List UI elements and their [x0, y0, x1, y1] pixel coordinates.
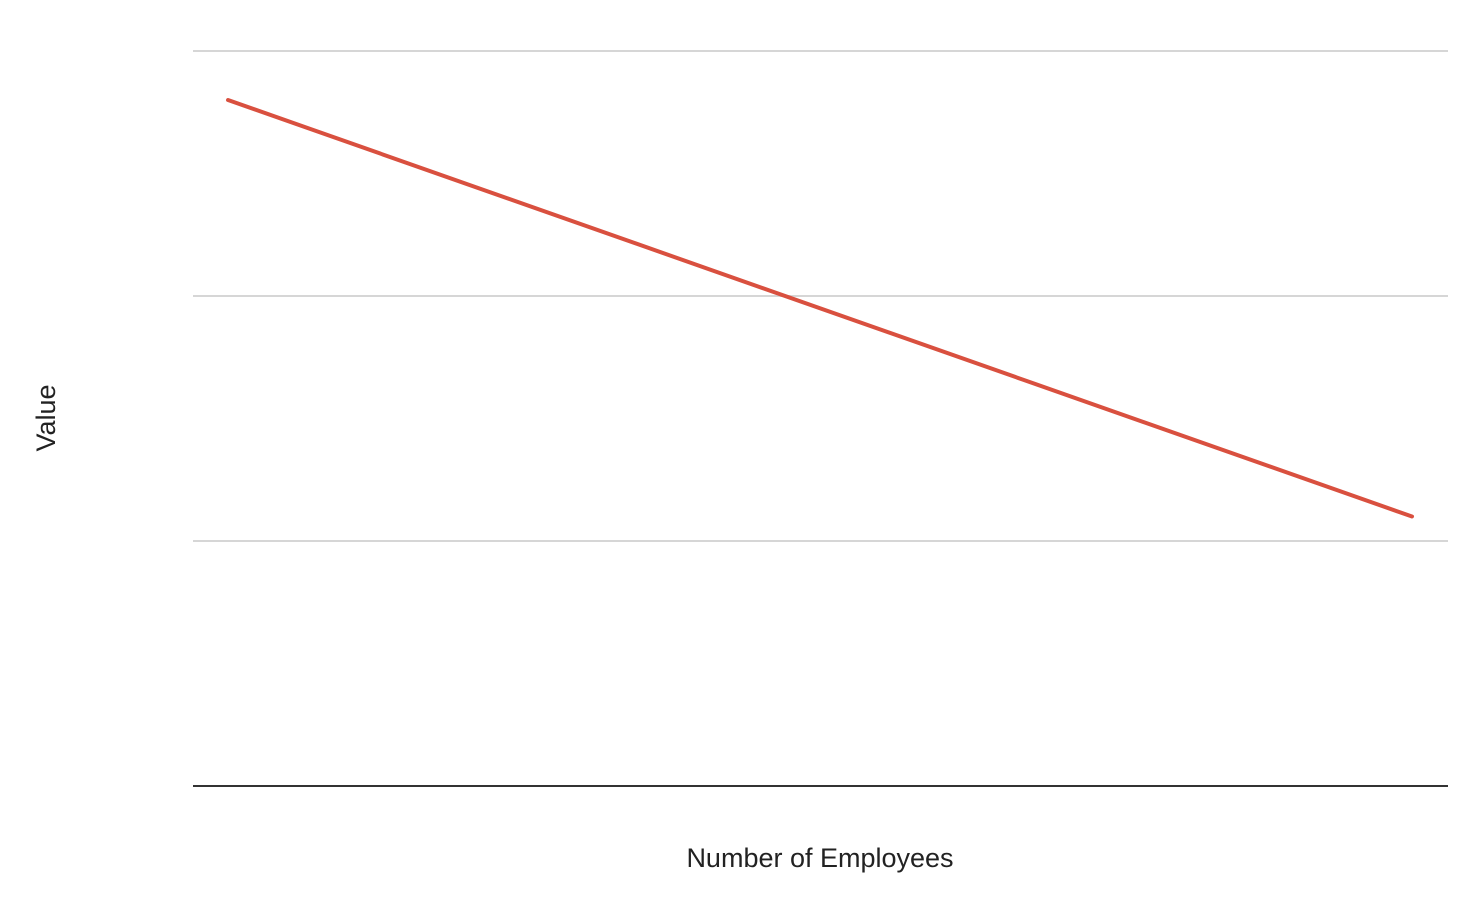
y-axis-title: Value: [31, 384, 61, 451]
line: [226, 98, 1414, 519]
x-axis-title: Number of Employees: [686, 843, 953, 873]
